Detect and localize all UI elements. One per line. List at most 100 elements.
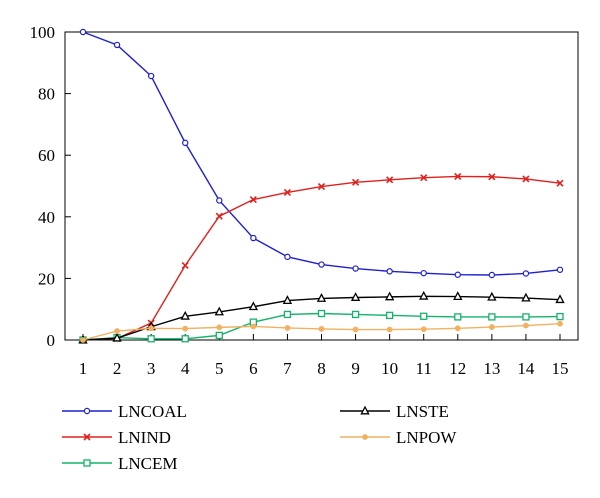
- legend-label-lnind: LNIND: [118, 428, 171, 447]
- x-tick-label: 11: [416, 359, 432, 378]
- legend-item-lnste: LNSTE: [340, 402, 449, 421]
- legend-marker-lnpow: [362, 434, 368, 440]
- data-point-lncoal: [113, 41, 121, 49]
- data-point-lnpow: [318, 326, 325, 332]
- data-point-lncoal: [488, 271, 496, 279]
- data-point-lncoal: [147, 72, 155, 80]
- data-point-lnind: [556, 179, 564, 187]
- data-point-lncem: [385, 311, 394, 320]
- x-tick-label: 10: [381, 359, 398, 378]
- data-point-lncem: [488, 313, 496, 321]
- y-tick-label: 60: [38, 146, 55, 165]
- data-point-lnpow: [148, 325, 155, 332]
- data-point-lncem: [522, 313, 530, 321]
- data-point-lncoal: [318, 261, 325, 268]
- y-tick-label: 20: [38, 269, 55, 288]
- x-tick-label: 1: [79, 359, 88, 378]
- legend-marker-lncem: [83, 459, 91, 467]
- legend-label-lnpow: LNPOW: [396, 428, 457, 447]
- data-point-lncoal: [216, 197, 223, 204]
- data-point-lnind: [249, 195, 257, 204]
- data-point-lnpow: [488, 324, 495, 330]
- data-point-lncem: [420, 312, 428, 320]
- data-point-lncoal: [79, 28, 87, 36]
- data-point-lncoal: [556, 266, 564, 273]
- x-tick-label: 6: [249, 359, 258, 378]
- data-point-lnind: [317, 183, 326, 191]
- legend-item-lncem: LNCEM: [62, 454, 178, 473]
- x-tick-label: 4: [181, 359, 190, 378]
- legend-item-lnpow: LNPOW: [340, 428, 457, 447]
- x-tick-label: 8: [317, 359, 326, 378]
- data-point-lncoal: [182, 139, 189, 147]
- data-point-lnind: [522, 175, 530, 183]
- data-point-lncem: [454, 313, 462, 321]
- series-lnste: [78, 290, 565, 344]
- data-point-lnste: [180, 310, 190, 320]
- series-lncoal: [79, 28, 564, 279]
- data-point-lnind: [283, 188, 291, 197]
- data-point-lnste: [521, 292, 531, 302]
- data-point-lncem: [181, 335, 189, 343]
- data-point-lnste: [419, 290, 429, 300]
- data-point-lnpow: [386, 326, 393, 333]
- data-point-lnste: [248, 301, 259, 311]
- data-point-lnind: [215, 212, 223, 220]
- y-tick-label: 80: [38, 85, 55, 104]
- legend-marker-lnste: [360, 405, 370, 415]
- data-point-lncoal: [454, 271, 461, 278]
- x-tick-label: 15: [552, 359, 569, 378]
- y-tick-label: 0: [47, 331, 56, 350]
- legend-marker-lnind: [83, 433, 91, 441]
- data-point-lncoal: [420, 269, 427, 277]
- data-point-lncoal: [250, 234, 257, 242]
- x-tick-label: 14: [517, 359, 535, 378]
- x-tick-label: 3: [147, 359, 156, 378]
- data-point-lnpow: [250, 323, 257, 330]
- series-lnpow: [80, 320, 563, 343]
- data-point-lnpow: [216, 324, 223, 331]
- data-point-lncem: [556, 312, 564, 321]
- data-point-lnind: [386, 176, 394, 184]
- x-tick-label: 2: [113, 359, 122, 378]
- y-tick-label: 100: [30, 23, 56, 42]
- data-point-lnind: [352, 178, 360, 186]
- data-point-lncoal: [386, 268, 393, 275]
- data-point-lnpow: [420, 326, 427, 333]
- series-line-lncoal: [82, 31, 561, 276]
- x-tick-label: 9: [351, 359, 360, 378]
- legend-item-lnind: LNIND: [62, 428, 171, 447]
- data-point-lnind: [420, 174, 428, 182]
- data-point-lnste: [214, 306, 224, 316]
- x-tick-label: 12: [449, 359, 466, 378]
- data-point-lnste: [555, 294, 565, 304]
- x-tick-label: 13: [483, 359, 500, 378]
- data-point-lnpow: [182, 325, 189, 332]
- data-point-lnste: [384, 291, 395, 301]
- data-point-lnind: [454, 172, 462, 181]
- data-point-lncem: [283, 310, 292, 319]
- data-point-lncem: [215, 331, 223, 340]
- data-point-lncoal: [522, 270, 530, 277]
- legend-label-lncoal: LNCOAL: [118, 402, 187, 421]
- data-point-lncem: [147, 335, 155, 343]
- data-point-lnste: [112, 332, 122, 342]
- data-point-lnind: [488, 173, 496, 181]
- series-layer: [78, 28, 565, 344]
- legend: LNCOAL LNIND LNCEM LNSTE LNPOW: [62, 402, 457, 473]
- data-point-lnste: [453, 291, 463, 301]
- data-point-lncoal: [352, 265, 359, 272]
- data-point-lnpow: [557, 320, 563, 327]
- data-point-lnind: [181, 261, 189, 270]
- data-point-lnste: [316, 293, 327, 302]
- data-point-lncoal: [284, 253, 291, 261]
- data-point-lnste: [282, 295, 293, 305]
- data-point-lncem: [317, 309, 326, 318]
- data-point-lnpow: [523, 322, 529, 329]
- data-point-lnste: [350, 292, 361, 301]
- data-point-lnpow: [80, 337, 86, 343]
- legend-marker-lncoal: [83, 407, 91, 415]
- data-point-lncem: [351, 310, 360, 319]
- legend-label-lncem: LNCEM: [118, 454, 178, 473]
